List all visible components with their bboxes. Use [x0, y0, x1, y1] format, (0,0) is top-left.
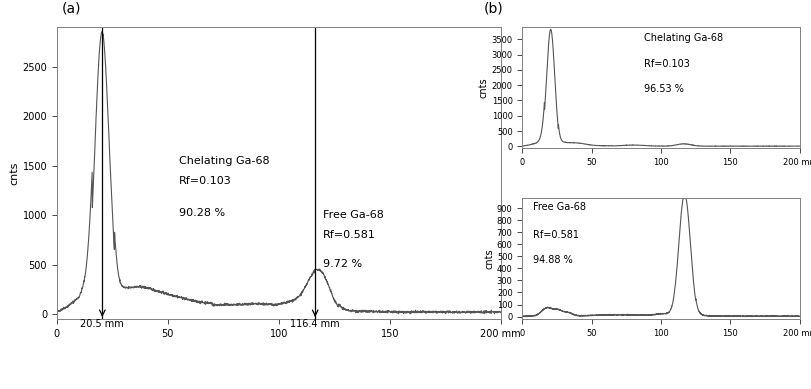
- Text: 20.5 mm: 20.5 mm: [80, 319, 124, 329]
- Text: Chelating Ga-68: Chelating Ga-68: [644, 33, 723, 43]
- Text: Rf=0.103: Rf=0.103: [644, 59, 689, 68]
- Text: Rf=0.581: Rf=0.581: [533, 230, 579, 240]
- Text: Chelating Ga-68: Chelating Ga-68: [178, 156, 269, 166]
- Text: 116.4 mm: 116.4 mm: [290, 319, 340, 329]
- Text: Free Ga-68: Free Ga-68: [323, 210, 384, 220]
- Text: 96.53 %: 96.53 %: [644, 84, 684, 94]
- Y-axis label: cnts: cnts: [478, 77, 488, 98]
- Text: Free Ga-68: Free Ga-68: [533, 202, 586, 212]
- Text: (a): (a): [61, 2, 80, 16]
- Text: (b): (b): [483, 1, 503, 15]
- Y-axis label: cnts: cnts: [10, 161, 19, 185]
- Text: Rf=0.581: Rf=0.581: [323, 230, 375, 240]
- Text: 94.88 %: 94.88 %: [533, 255, 573, 265]
- Text: 90.28 %: 90.28 %: [178, 208, 225, 218]
- Y-axis label: cnts: cnts: [483, 249, 493, 269]
- Text: Rf=0.103: Rf=0.103: [178, 175, 231, 186]
- Text: 9.72 %: 9.72 %: [323, 259, 362, 269]
